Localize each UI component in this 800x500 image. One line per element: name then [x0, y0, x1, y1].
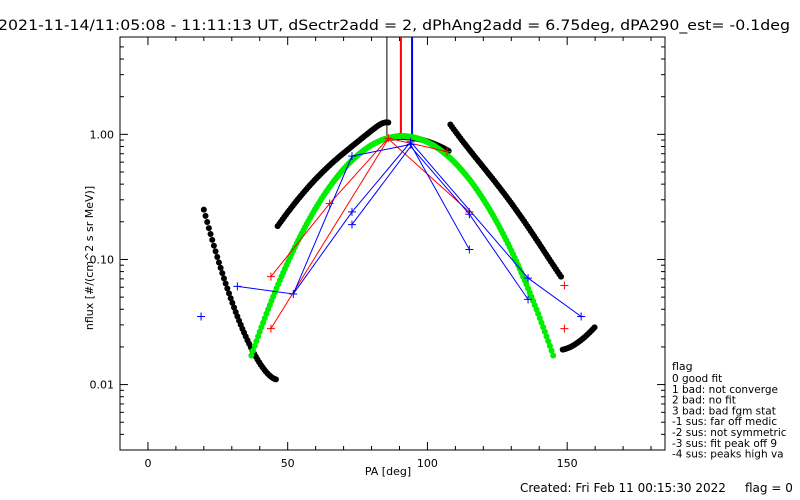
- flag-value: flag = 0: [745, 481, 793, 495]
- fit-point: [255, 333, 262, 340]
- x-axis-label: PA [deg]: [365, 465, 411, 478]
- data-point: [347, 207, 356, 216]
- created-timestamp: Created: Fri Feb 11 00:15:30 2022: [520, 481, 726, 495]
- fit-point: [207, 231, 214, 238]
- fit-point: [219, 270, 226, 277]
- x-tick-label: 100: [417, 457, 438, 470]
- gaussian-fit-curve: [248, 133, 557, 359]
- chart-title: 2021-11-14/11:05:08 - 11:11:13 UT, dSect…: [0, 18, 790, 34]
- y-tick-label: 0.01: [90, 379, 115, 392]
- fit-point: [224, 285, 231, 292]
- x-tick-label: 150: [557, 457, 578, 470]
- legend-entry: -3 sus: fit peak off 9: [672, 438, 777, 450]
- fit-point: [251, 342, 258, 349]
- fit-point: [548, 347, 555, 354]
- fit-point: [212, 248, 219, 255]
- data-point: [347, 220, 356, 229]
- data-point: [443, 147, 451, 156]
- fit-point: [546, 342, 553, 349]
- fit-point: [210, 242, 217, 249]
- fit-point: [543, 333, 550, 340]
- data-point: [524, 295, 533, 304]
- series-line: [270, 137, 448, 277]
- data-point: [233, 282, 242, 291]
- fit-point: [256, 328, 263, 335]
- fit-point: [253, 338, 260, 345]
- fit-point: [250, 347, 257, 354]
- fit-point: [538, 319, 545, 326]
- plot-frame: [119, 36, 666, 451]
- data-point: [347, 152, 356, 161]
- y-tick-label: 1.00: [90, 128, 115, 141]
- data-point: [197, 312, 206, 321]
- fit-point: [229, 299, 236, 306]
- legend-entry: 0 good fit: [672, 373, 722, 385]
- fit-point: [204, 219, 211, 226]
- fit-point: [227, 295, 234, 302]
- fit-point: [258, 324, 265, 331]
- data-point: [560, 281, 569, 290]
- fit-point: [272, 376, 279, 383]
- fit-point: [220, 275, 227, 282]
- data-point: [406, 140, 415, 149]
- fit-point: [215, 259, 222, 266]
- fit-point: [226, 290, 232, 297]
- data-point: [384, 134, 393, 143]
- legend-entry: -1 sus: far off medic: [672, 416, 777, 428]
- data-point: [266, 324, 275, 333]
- sin-fit-curve: [200, 119, 598, 383]
- fit-point: [248, 352, 255, 359]
- y-axis-label: nflux [#/(cm^2 s sr MeV)]: [83, 186, 96, 330]
- fit-point: [545, 338, 552, 345]
- data-point: [289, 289, 298, 298]
- fit-point: [205, 225, 212, 232]
- fit-point: [222, 280, 229, 287]
- fit-point: [540, 324, 547, 331]
- data-point: [266, 272, 275, 281]
- legend-entry: -2 sus: not symmetric: [672, 427, 787, 439]
- fit-point: [202, 212, 209, 219]
- x-tick-label: 50: [281, 457, 295, 470]
- fit-curves: [200, 119, 598, 383]
- x-tick-label: 0: [144, 457, 151, 470]
- series-0: [266, 134, 569, 333]
- legend-title: flag: [672, 360, 693, 373]
- series-line: [351, 145, 529, 300]
- axis-ticks: [120, 36, 665, 451]
- fit-point: [558, 273, 565, 280]
- legend-entry: 1 bad: not converge: [672, 384, 778, 396]
- fit-point: [209, 236, 216, 243]
- y-tick-label: 0.10: [90, 253, 115, 266]
- series-line: [292, 143, 470, 295]
- legend-entry: -4 sus: peaks high va: [672, 449, 784, 461]
- fit-point: [591, 324, 598, 331]
- data-point: [577, 312, 586, 321]
- data-point: [465, 245, 474, 254]
- fit-point: [200, 206, 207, 213]
- series-line: [237, 141, 582, 317]
- fit-point: [385, 119, 392, 126]
- data-point: [465, 210, 474, 219]
- data-point: [524, 274, 533, 283]
- fit-point: [214, 253, 221, 260]
- flag-legend: flag 0 good fit 1 bad: not converge 2 ba…: [672, 360, 787, 461]
- legend-entry: 3 bad: bad fgm stat: [672, 405, 776, 417]
- fit-point: [550, 352, 557, 359]
- fit-point: [541, 328, 548, 335]
- series-1: [197, 137, 586, 321]
- axis-tick-labels: 0 50 100 150 0.01 0.10 1.00: [90, 128, 578, 470]
- fit-point: [217, 264, 224, 271]
- legend-entry: 2 bad: no fit: [672, 395, 736, 407]
- data-series: [197, 134, 586, 333]
- data-point: [560, 324, 569, 333]
